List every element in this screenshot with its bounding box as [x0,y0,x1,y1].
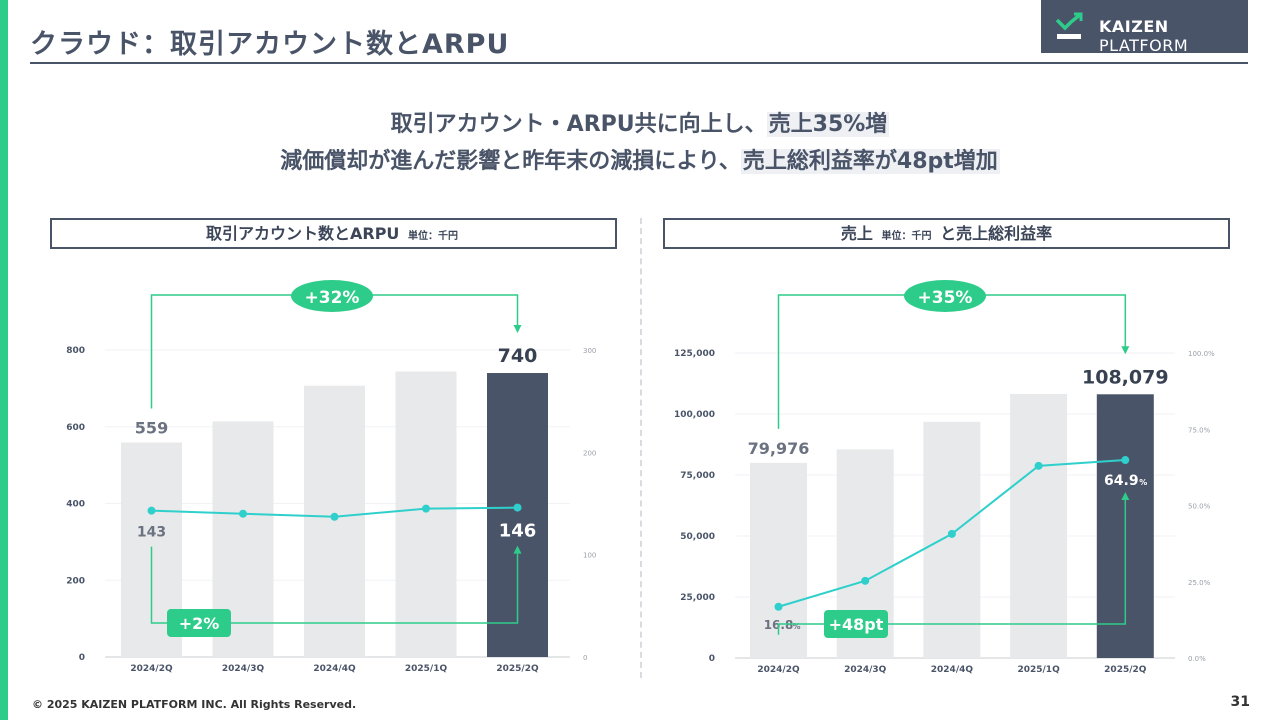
chart2-last-line-unit: % [1139,478,1147,487]
headline-2-emphasis: 売上総利益率が48pt増加 [740,149,1000,174]
chart-divider [640,218,642,678]
chart1-x-tick-label: 2025/2Q [496,664,539,674]
logo-brand-bold: KAIZEN [1099,17,1169,36]
chart2-bar-growth-bracket [777,294,1127,429]
chart1-bar-growth-label: +32% [305,288,360,308]
chart2-line-growth-pill [824,610,888,638]
chart1-line-point [239,509,247,518]
chart2-line-growth-label: +48pt [829,615,884,634]
chart2-line-point [861,576,870,585]
headline-line-1: 取引アカウント・ARPU共に向上し、売上35%増 [0,106,1280,138]
chart1-x-tick-label: 2024/3Q [222,664,265,674]
page-title: クラウド：取引アカウント数とARPU [30,29,510,60]
chart1-y2-tick-label: 0 [583,654,587,662]
chart1-y-tick-label: 600 [66,423,85,433]
chart1-bar-growth-pill [291,280,373,312]
chart1-first-line-label: 143 [137,525,166,541]
left-chart-unit: 単位：千円 [408,231,458,242]
chart2-bar [923,421,981,658]
chart1-last-line-label: 146 [499,521,537,542]
headline-1-emphasis: 売上35%増 [766,112,890,137]
chart2-x-tick-label: 2025/2Q [1104,665,1147,675]
chart1-x-tick-label: 2024/2Q [130,664,173,674]
chart1-line-growth-bracket [150,546,519,624]
chart2-y2-tick-label: 100.0% [1188,350,1215,358]
chart2-y-tick-label: 75,000 [680,471,715,481]
kaizen-logo: KAIZEN PLATFORM [1041,0,1248,55]
chart1-line-point [513,503,522,512]
chart1-line-growth-pill [167,609,231,637]
chart1-y-tick-label: 0 [79,653,85,663]
logo-brand-rest: PLATFORM [1099,36,1189,55]
chart2-last-line-label: 64.9 [1104,473,1139,489]
chart2-line-point [774,602,783,611]
chart1-y2-tick-label: 200 [583,449,596,457]
chart2-x-tick-label: 2024/4Q [931,665,974,675]
logo-text: KAIZEN PLATFORM [1099,17,1248,55]
chart2-bar-growth-label: +35% [918,288,973,308]
chart2-y2-tick-label: 50.0% [1188,503,1211,511]
chart2-line-point [1034,461,1043,470]
chart1-line-point [422,504,430,513]
right-chart-title-post: と売上総利益率 [940,224,1053,243]
chart1-line-growth-arrowhead [513,545,522,554]
chart2-x-tick-label: 2024/2Q [757,665,800,675]
chart-check-icon [1055,12,1083,39]
chart1-line-point [147,506,156,515]
chart2-bar-growth-arrowhead [1121,346,1130,355]
left-chart-header: 取引アカウント数とARPU 単位：千円 [50,218,617,249]
chart2-y-tick-label: 125,000 [674,349,715,359]
chart2-y-tick-label: 100,000 [674,410,715,420]
chart1-y2-tick-label: 300 [583,347,596,355]
chart2-y-tick-label: 50,000 [680,532,715,542]
headline-2-text: 減価償却が進んだ影響と昨年末の減損により、 [280,149,741,174]
chart1-y-tick-label: 200 [66,576,85,586]
chart1-bar [304,385,365,657]
chart2-first-line-unit: % [793,622,801,631]
chart1-bar [395,371,457,657]
chart2-line-growth-bracket [777,500,1127,635]
chart1-x-tick-label: 2025/1Q [405,664,448,674]
title-rule [30,62,1248,64]
chart2-x-tick-label: 2024/3Q [844,665,887,675]
chart1-line-growth-label: +2% [179,614,220,633]
chart2-line-point [1121,456,1130,465]
left-accent-bar [0,0,8,720]
chart2-first-bar-label: 79,976 [748,439,810,458]
chart2-x-tick-label: 2025/1Q [1017,665,1060,675]
chart1-last-bar-label: 740 [498,345,538,367]
chart2-bar [1010,393,1068,658]
chart1-y-tick-label: 400 [66,500,85,510]
copyright-footer: © 2025 KAIZEN PLATFORM INC. All Rights R… [32,698,357,711]
chart1-first-bar-label: 559 [135,418,168,437]
chart2-y2-tick-label: 0.0% [1188,655,1206,663]
headline-1-text: 取引アカウント・ARPU共に向上し、 [390,112,767,137]
chart2-y2-tick-label: 25.0% [1188,579,1211,587]
chart1-y-tick-label: 800 [66,346,85,356]
chart2-bar-growth-pill [904,280,986,312]
chart1-x-tick-label: 2024/4Q [313,664,356,674]
right-chart-title-pre: 売上 [840,224,873,243]
chart2-y-tick-label: 0 [709,654,715,664]
chart2-last-bar-label: 108,079 [1082,366,1169,388]
chart2-line-growth-arrowhead [1121,492,1130,501]
headline-line-2: 減価償却が進んだ影響と昨年末の減損により、売上総利益率が48pt増加 [0,143,1280,175]
right-chart-unit: 単位：千円 [881,231,932,242]
chart2-y2-tick-label: 75.0% [1188,426,1211,434]
chart1-line-point [330,512,339,521]
right-chart-header: 売上 単位：千円 と売上総利益率 [663,218,1230,249]
chart1-bar-growth-arrowhead [513,325,522,334]
page-number: 31 [1230,694,1250,710]
chart2-line-point [947,529,956,538]
left-chart-title: 取引アカウント数とARPU [205,224,400,243]
chart1-y2-tick-label: 100 [583,552,596,560]
chart2-y-tick-label: 25,000 [680,593,715,603]
